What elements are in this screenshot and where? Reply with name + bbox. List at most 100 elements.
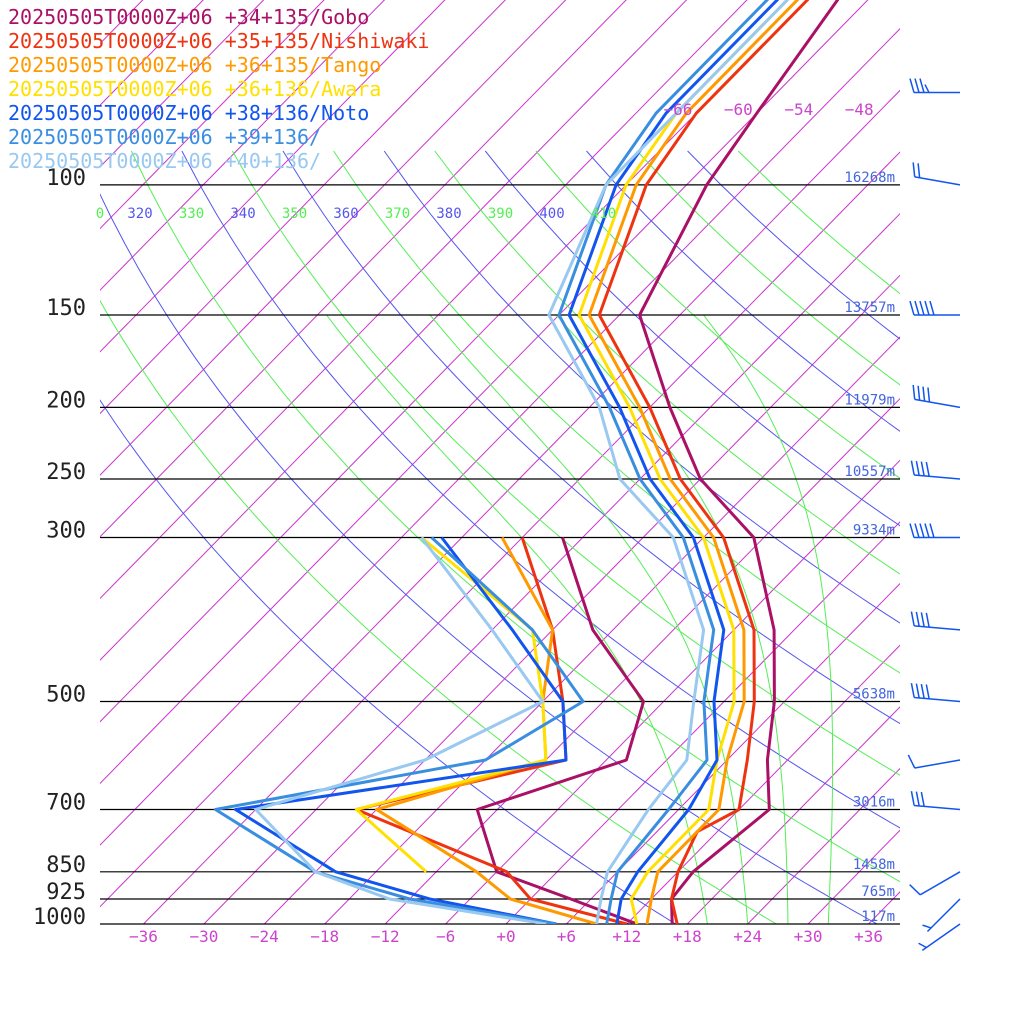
wind-barb xyxy=(909,523,960,539)
height-label: 5638m xyxy=(853,686,895,702)
wind-barb-feather xyxy=(919,78,925,93)
wind-barb xyxy=(909,871,961,896)
x-tick-label: −6 xyxy=(436,927,455,946)
pressure-levels: 100 16268m 150 13757m 200 11979m 250 10557m 300 9… xyxy=(33,166,900,930)
legend-entry: 20250505T0000Z+06 +35+135/Nishiwaki xyxy=(8,29,429,53)
legend-entry: 20250505T0000Z+06 +36+136/Awara xyxy=(8,77,381,101)
wind-barb xyxy=(922,898,961,933)
theta-label: 0 xyxy=(96,206,104,222)
wind-barb xyxy=(907,754,961,769)
wind-barb xyxy=(909,300,960,316)
height-label: 117m xyxy=(861,909,895,925)
x-tick-label: −24 xyxy=(250,927,279,946)
isotherm xyxy=(505,521,900,924)
wind-barb-shaft xyxy=(914,176,961,186)
pressure-label: 300 xyxy=(46,519,86,544)
x-tick-label: +12 xyxy=(612,927,641,946)
temperature-line xyxy=(557,0,770,924)
wind-barb-feather xyxy=(922,386,926,402)
height-label: 16268m xyxy=(844,170,895,186)
theta-label: 350 xyxy=(282,206,307,222)
isotherm xyxy=(100,89,900,908)
theta-label: 380 xyxy=(436,206,461,222)
wind-barb-shaft xyxy=(921,923,961,951)
wind-barb xyxy=(918,923,961,951)
wind-barb-feather xyxy=(910,683,915,698)
x-tick-label: −36 xyxy=(129,927,158,946)
isotherm xyxy=(100,28,900,846)
x-tick-label: −30 xyxy=(189,927,218,946)
theta-label: 410 xyxy=(591,206,616,222)
isotherm xyxy=(566,582,900,924)
isotherm xyxy=(100,0,567,476)
isotherm xyxy=(626,644,900,924)
wind-barb-feather xyxy=(920,683,925,699)
wind-barb-shaft xyxy=(914,696,961,703)
wind-barb xyxy=(910,611,961,631)
pressure-label: 200 xyxy=(46,388,86,413)
temperature-line xyxy=(577,0,790,924)
wind-barb-feather xyxy=(920,461,925,477)
wind-barb-feather xyxy=(922,924,932,929)
isotherm xyxy=(686,706,900,924)
legend-entry: 20250505T0000Z+06 +38+136/Noto xyxy=(8,101,369,125)
isotherm xyxy=(100,0,748,661)
height-label: 765m xyxy=(861,884,895,900)
isotherm xyxy=(100,0,506,415)
x-tick-label: +6 xyxy=(557,927,576,946)
legend-entry: 20250505T0000Z+06 +40+136/ xyxy=(8,149,321,173)
wind-barb xyxy=(912,384,961,409)
wind-barb-feather xyxy=(910,791,915,806)
wind-barb xyxy=(910,791,961,811)
x-tick-label: +36 xyxy=(854,927,883,946)
wind-barb-feather xyxy=(909,884,921,896)
wind-barb-feather xyxy=(925,684,930,699)
height-label: 11979m xyxy=(844,392,895,408)
wind-barb-feather xyxy=(909,300,915,316)
wind-barb-shaft xyxy=(926,898,961,933)
theta-label: 340 xyxy=(230,206,255,222)
height-label: 3016m xyxy=(853,795,895,811)
x-tick-label: −12 xyxy=(371,927,400,946)
pressure-label: 850 xyxy=(46,853,86,878)
wind-barb-feather xyxy=(929,523,935,538)
wind-barb-feather xyxy=(915,460,920,476)
wind-barb-feather xyxy=(907,754,916,769)
isotherm xyxy=(263,274,900,924)
wind-barb-feather xyxy=(917,163,921,178)
temperature-line xyxy=(567,0,780,924)
wind-barb-feather xyxy=(915,791,920,807)
pressure-label: 250 xyxy=(46,460,86,485)
wind-barbs xyxy=(907,78,961,951)
wind-barb-feather xyxy=(915,683,920,699)
legend-entry: 20250505T0000Z+06 +39+136/ xyxy=(8,125,321,149)
wind-barb-feather xyxy=(920,791,925,807)
height-label: 10557m xyxy=(844,464,895,480)
temperature-line xyxy=(638,0,840,924)
temperature-line xyxy=(597,0,810,924)
wind-barb xyxy=(910,683,961,703)
x-tick-label: +30 xyxy=(794,927,823,946)
theta-label: 370 xyxy=(385,206,410,222)
dewpoint-line xyxy=(475,537,645,924)
wind-barb-feather xyxy=(914,523,920,538)
isotherm xyxy=(100,0,627,538)
upper-tick-label: −48 xyxy=(845,100,874,119)
upper-tick-label: −66 xyxy=(663,100,692,119)
pressure-label: 925 xyxy=(46,880,86,905)
wind-barb-shaft xyxy=(914,398,961,409)
legend-entry: 20250505T0000Z+06 +36+135/Tango xyxy=(8,53,381,77)
axis-labels: 0 320 330 340 350 360 370 380 390 400 410 −36 −30 −24… xyxy=(96,100,883,946)
moist-adiabat xyxy=(703,314,834,924)
dewpoint-line xyxy=(375,536,598,924)
isotherm xyxy=(100,0,446,353)
x-tick-label: +0 xyxy=(496,927,515,946)
pressure-label: 100 xyxy=(46,166,86,191)
upper-tick-label: −54 xyxy=(784,100,813,119)
wind-barb-shaft xyxy=(914,625,961,631)
sounding-lines xyxy=(213,0,840,924)
wind-barb-feather xyxy=(925,612,930,628)
